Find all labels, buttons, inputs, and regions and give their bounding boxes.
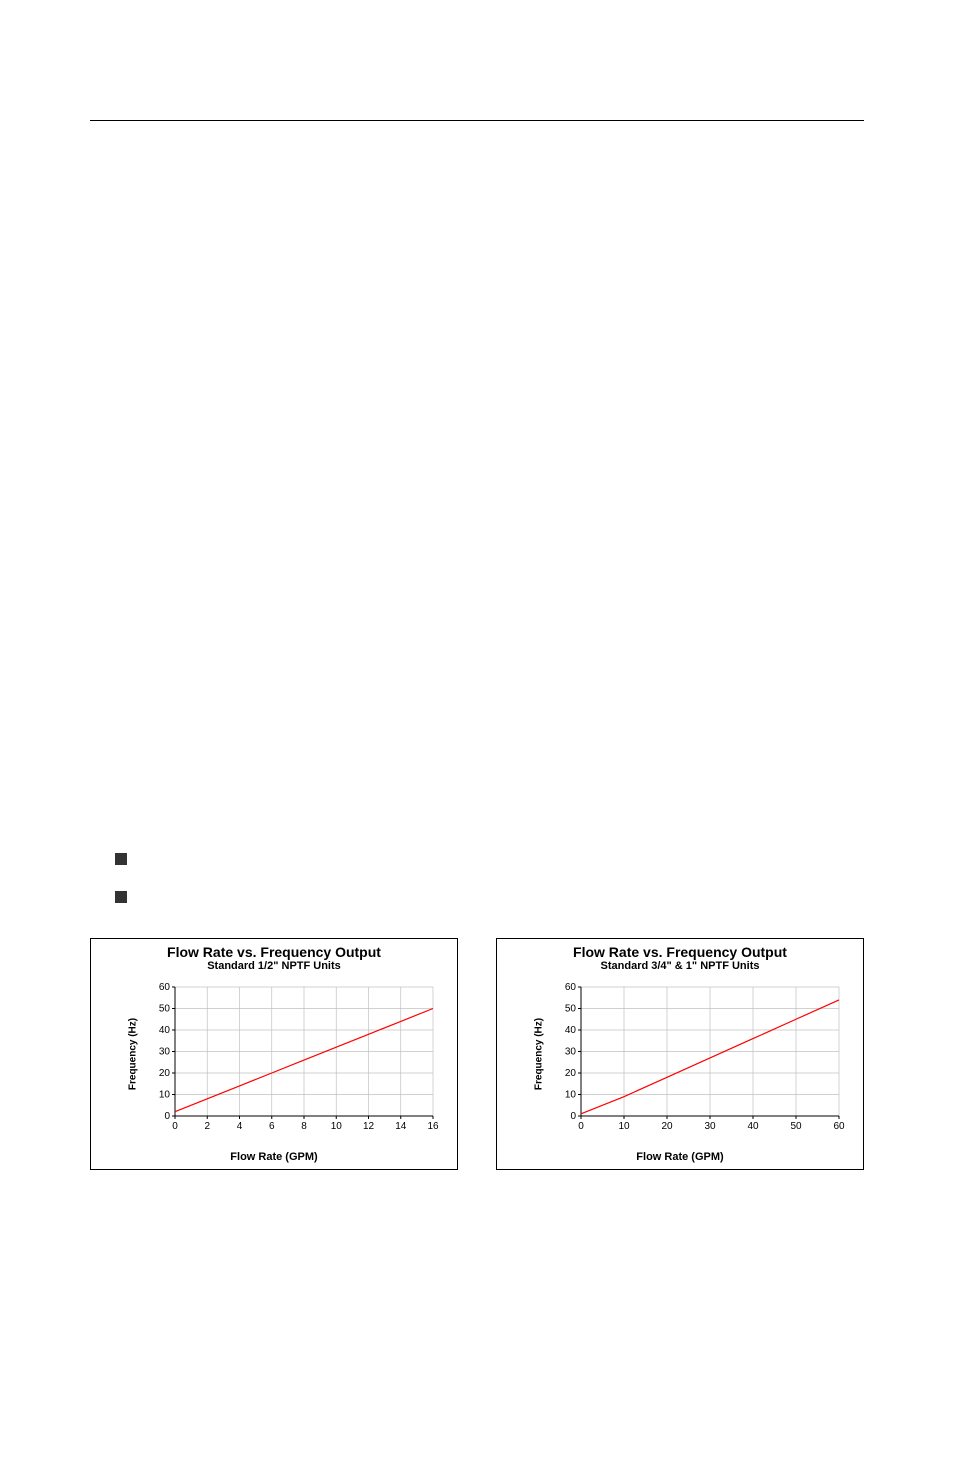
bullet-square-icon: [115, 853, 127, 865]
svg-text:10: 10: [618, 1121, 630, 1132]
svg-text:0: 0: [578, 1121, 584, 1132]
charts-container: Flow Rate vs. Frequency Output Standard …: [90, 938, 864, 1170]
chart-right: Flow Rate vs. Frequency Output Standard …: [496, 938, 864, 1170]
svg-text:0: 0: [172, 1121, 178, 1132]
svg-text:16: 16: [427, 1121, 439, 1132]
svg-text:40: 40: [159, 1025, 171, 1036]
chart-left-subtitle: Standard 1/2" NPTF Units: [91, 960, 457, 976]
svg-text:30: 30: [159, 1047, 171, 1058]
svg-text:0: 0: [570, 1111, 576, 1122]
svg-text:0: 0: [164, 1111, 170, 1122]
chart-left-title: Flow Rate vs. Frequency Output: [91, 939, 457, 960]
svg-text:2: 2: [204, 1121, 210, 1132]
chart-left-plot: 0 10 20 30 40 50 60 0 2 4 6 8 10 12 14 16: [149, 981, 439, 1134]
bullet-square-icon: [115, 891, 127, 903]
chart-right-ylabel: Frequency (Hz): [534, 1018, 545, 1090]
svg-text:14: 14: [395, 1121, 407, 1132]
svg-text:20: 20: [661, 1121, 673, 1132]
svg-text:30: 30: [565, 1047, 577, 1058]
svg-text:40: 40: [565, 1025, 577, 1036]
svg-text:10: 10: [565, 1090, 577, 1101]
svg-text:60: 60: [565, 982, 577, 993]
svg-text:6: 6: [269, 1121, 275, 1132]
svg-text:30: 30: [704, 1121, 716, 1132]
svg-text:12: 12: [363, 1121, 375, 1132]
svg-text:60: 60: [159, 982, 171, 993]
svg-text:10: 10: [159, 1090, 171, 1101]
svg-text:8: 8: [301, 1121, 307, 1132]
svg-text:50: 50: [159, 1004, 171, 1015]
svg-text:4: 4: [237, 1121, 243, 1132]
chart-right-plot: 0 10 20 30 40 50 60 0 10 20 30 40 50 60: [555, 981, 845, 1134]
chart-right-title: Flow Rate vs. Frequency Output: [497, 939, 863, 960]
chart-left-svg: 0 10 20 30 40 50 60 0 2 4 6 8 10 12 14 16: [149, 981, 439, 1134]
svg-text:50: 50: [790, 1121, 802, 1132]
list-item: [115, 889, 864, 903]
list-item: [115, 851, 864, 865]
svg-text:10: 10: [331, 1121, 343, 1132]
chart-right-xlabel: Flow Rate (GPM): [636, 1151, 723, 1163]
horizontal-rule: [90, 120, 864, 121]
svg-text:20: 20: [565, 1068, 577, 1079]
chart-right-subtitle: Standard 3/4" & 1" NPTF Units: [497, 960, 863, 976]
svg-text:40: 40: [747, 1121, 759, 1132]
svg-text:60: 60: [833, 1121, 845, 1132]
chart-left: Flow Rate vs. Frequency Output Standard …: [90, 938, 458, 1170]
chart-right-svg: 0 10 20 30 40 50 60 0 10 20 30 40 50 60: [555, 981, 845, 1134]
chart-left-ylabel: Frequency (Hz): [128, 1018, 139, 1090]
chart-left-xlabel: Flow Rate (GPM): [230, 1151, 317, 1163]
bullet-list: [115, 851, 864, 903]
svg-text:50: 50: [565, 1004, 577, 1015]
svg-text:20: 20: [159, 1068, 171, 1079]
